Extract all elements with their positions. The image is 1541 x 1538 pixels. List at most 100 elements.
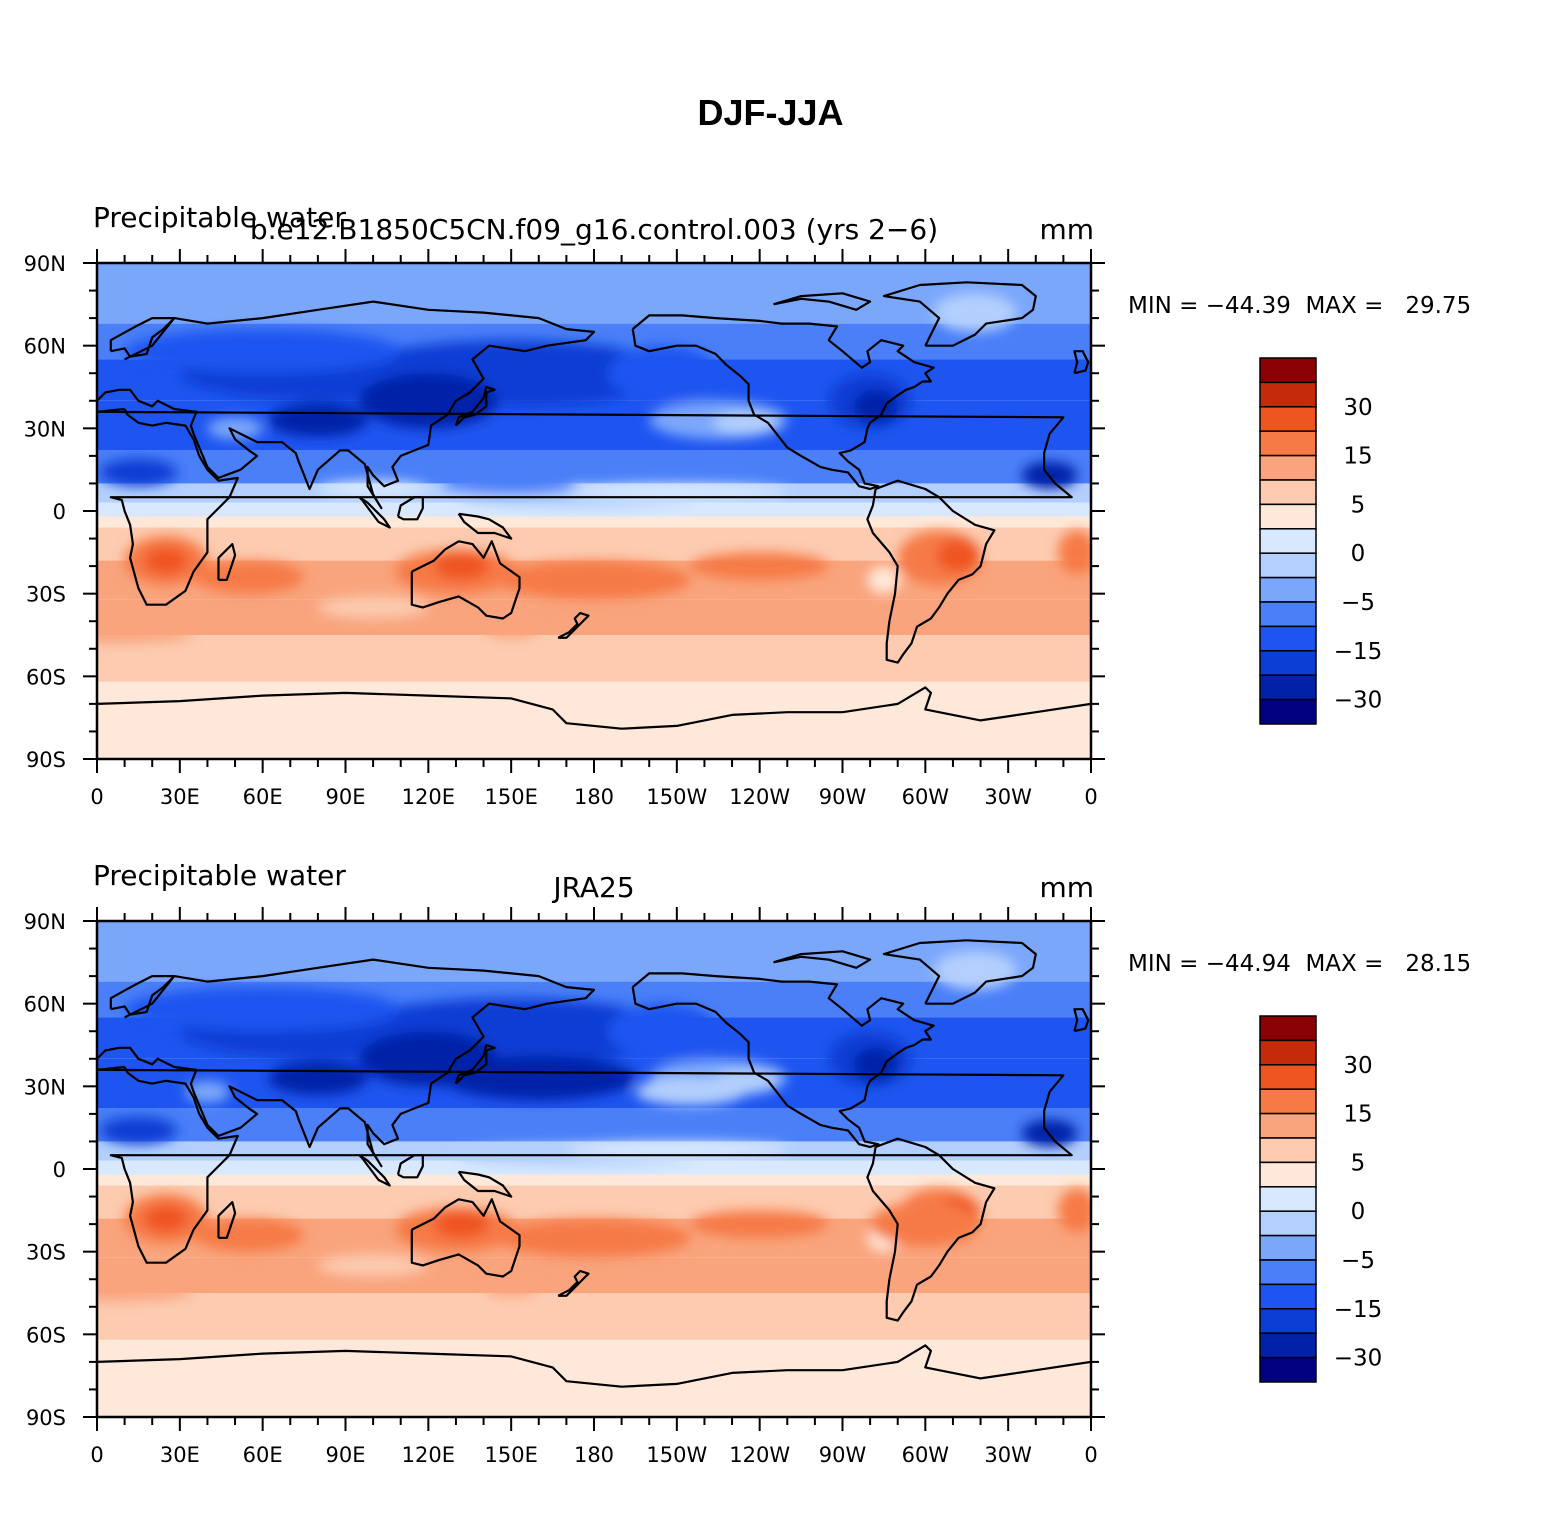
colorbar-box	[1259, 454, 1317, 481]
colorbar-label: 0	[1351, 1199, 1366, 1225]
precip-field-model	[97, 263, 1091, 759]
lat-tick-label: 90N	[24, 252, 66, 276]
colorbar-box	[1259, 650, 1317, 676]
lon-tick-label: 90W	[819, 785, 867, 809]
dataset-label: b.e12.B1850C5CN.f09_g16.control.003 (yrs…	[249, 213, 939, 246]
coastline	[97, 1065, 1073, 1264]
lon-tick-label: 30W	[984, 1443, 1032, 1467]
colorbar-reanalysis: 30 15 5 0 −5 −15 −30	[1259, 1015, 1383, 1383]
field-anomaly	[483, 1279, 539, 1296]
colorbar-box	[1259, 1356, 1317, 1383]
lon-tick-label: 0	[1084, 785, 1097, 809]
coastline	[882, 939, 1037, 1005]
map-figure-reanalysis: 0 30E 60E 90E 120E 150E 180 150W 120W 90W 60W 30W 09…	[24, 907, 1383, 1467]
field-band	[97, 1108, 1091, 1142]
colorbar-label: −30	[1334, 688, 1383, 714]
field-band	[97, 1257, 1091, 1293]
field-anomaly	[124, 329, 401, 374]
field-anomaly	[317, 480, 429, 498]
axis-ticks-model: 0 30E 60E 90E 120E 150E 180 150W 120W 90W 60W 30W 09…	[24, 249, 1105, 809]
colorbar-box	[1259, 528, 1317, 554]
lon-tick-label: 180	[574, 1443, 614, 1467]
coastline	[217, 1201, 237, 1239]
field-band	[97, 1339, 1091, 1417]
colorbar-box	[1259, 1015, 1317, 1042]
variable-label: Precipitable water	[93, 859, 346, 892]
coastline	[882, 281, 1037, 347]
lat-tick-label: 30N	[24, 1075, 66, 1099]
coastline	[109, 316, 176, 358]
field-band	[97, 516, 1091, 528]
coastline	[396, 496, 424, 521]
lon-tick-label: 60E	[243, 785, 283, 809]
field-band	[97, 921, 1091, 982]
field-band	[97, 635, 1091, 682]
lon-tick-label: 150E	[484, 785, 537, 809]
coastline	[457, 1170, 513, 1198]
variable-label: Precipitable water	[93, 201, 346, 234]
field-anomaly	[483, 621, 539, 638]
coastlines-model	[97, 281, 1091, 730]
lat-tick-label: 30S	[26, 583, 66, 607]
dataset-label: JRA25	[553, 871, 635, 904]
field-anomaly	[607, 345, 719, 401]
colorbar-label: −15	[1334, 1297, 1383, 1323]
lat-tick-label: 0	[53, 500, 66, 524]
field-anomaly	[268, 403, 368, 437]
colorbar-box	[1259, 1210, 1317, 1237]
colorbar-label: −15	[1334, 639, 1383, 665]
colorbar-box	[1259, 1039, 1317, 1066]
lon-tick-label: 30W	[984, 785, 1032, 809]
lon-tick-label: 30E	[160, 785, 200, 809]
colorbar-label: −30	[1334, 1346, 1383, 1372]
field-anomaly	[143, 546, 189, 575]
field-anomaly	[933, 951, 1017, 990]
field-anomaly	[152, 607, 208, 624]
colorbar-box	[1259, 406, 1317, 432]
lon-tick-label: 120W	[729, 785, 790, 809]
axis-ticks-reanalysis: 0 30E 60E 90E 120E 150E 180 150W 120W 90W 60W 30W 09…	[24, 907, 1105, 1467]
colorbar-box	[1259, 674, 1317, 701]
field-anomaly	[433, 552, 490, 580]
colorbar-box	[1259, 1088, 1317, 1115]
field-band	[97, 681, 1091, 759]
coastline	[109, 974, 176, 1016]
coastline	[396, 1154, 424, 1179]
field-anomaly	[497, 560, 691, 600]
min-max-readout: MIN = −44.94 MAX = 28.15	[1128, 951, 1472, 977]
lat-tick-label: 90S	[26, 748, 66, 772]
coastline	[410, 540, 521, 620]
colorbar-box	[1259, 1234, 1317, 1261]
field-band	[97, 599, 1091, 635]
coastline	[631, 972, 935, 1149]
map-panel-reanalysis: 0 30E 60E 90E 120E 150E 180 150W 120W 90W 60W 30W 0 9…	[0, 853, 1541, 1513]
lat-tick-label: 30S	[26, 1241, 66, 1265]
lon-tick-label: 0	[90, 785, 103, 809]
field-anomaly	[99, 458, 178, 487]
coastlines-reanalysis	[97, 939, 1091, 1388]
field-anomaly	[317, 596, 429, 619]
field-anomaly	[442, 472, 581, 495]
coastline	[97, 686, 1091, 730]
field-anomaly	[97, 626, 194, 644]
field-anomaly	[193, 1218, 305, 1252]
field-band	[97, 263, 1091, 324]
lat-tick-label: 30N	[24, 417, 66, 441]
field-anomaly	[853, 1047, 898, 1081]
coastline	[1073, 350, 1090, 375]
field-band	[97, 450, 1091, 484]
field-band	[97, 1160, 1091, 1175]
lat-tick-label: 60N	[24, 335, 66, 359]
coastline	[454, 385, 496, 427]
coastline	[217, 543, 237, 581]
lat-tick-label: 90S	[26, 1406, 66, 1430]
map-figure-model: 0 30E 60E 90E 120E 150E 180 150W 120W 90W 60W 30W 09…	[24, 249, 1383, 809]
field-anomaly	[268, 1061, 368, 1095]
colorbar-box	[1259, 1064, 1317, 1090]
coastline	[358, 1154, 391, 1187]
field-anomaly	[359, 373, 498, 429]
map-panel-model: 0 30E 60E 90E 120E 150E 180 150W 120W 90W 60W 30W 0 9…	[0, 195, 1541, 855]
coastline	[557, 1269, 590, 1297]
lat-tick-label: 60S	[26, 1323, 66, 1347]
field-anomaly	[607, 1003, 719, 1059]
